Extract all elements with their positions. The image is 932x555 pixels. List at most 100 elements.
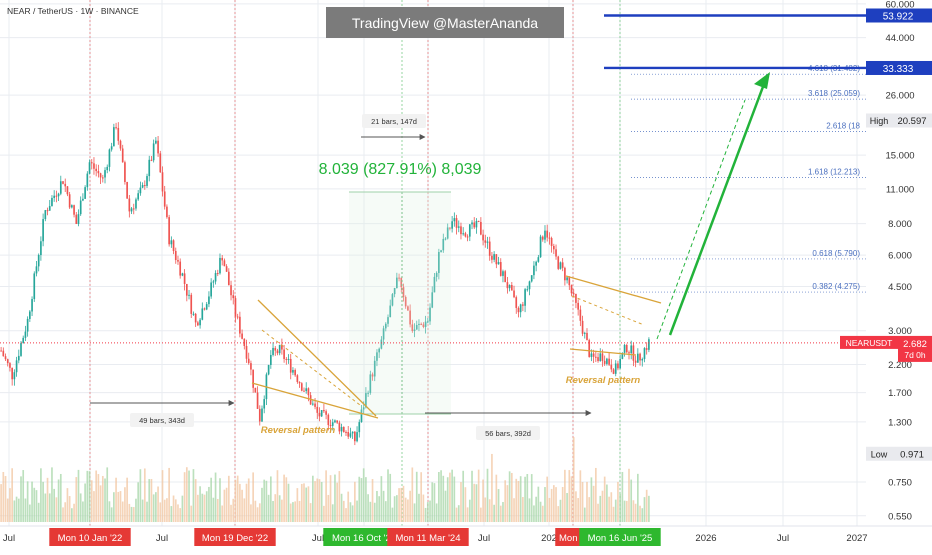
time-label: Jul (777, 533, 789, 544)
time-highlight (323, 528, 405, 546)
volume-bar (632, 500, 635, 522)
candle-body (453, 218, 456, 222)
candle-body (146, 176, 148, 186)
candle-body (166, 206, 168, 218)
candle-body (148, 159, 151, 177)
candle-body (577, 302, 579, 310)
time-label: Mon 16 Oct '23 (332, 533, 396, 544)
candle-body (471, 222, 473, 225)
candle-body (515, 297, 518, 308)
candle-body (426, 321, 429, 323)
price-badge-text: 53.922 (883, 12, 914, 23)
candle-body (254, 387, 257, 393)
candle-body (336, 420, 338, 423)
candle-body (185, 283, 188, 296)
volume-bar (581, 481, 584, 522)
candle-body (599, 353, 602, 362)
candle-body (159, 153, 162, 173)
candle-body (491, 255, 493, 260)
volume-bar (124, 487, 126, 522)
candle-body (572, 293, 575, 295)
volume-bar (318, 479, 321, 522)
volume-bar (433, 483, 436, 522)
candle-body (557, 256, 560, 269)
candle-body (544, 230, 546, 240)
volume-bar (183, 472, 186, 522)
volume-bar (22, 470, 25, 522)
volume-bar (29, 504, 31, 522)
volume-bar (544, 487, 546, 522)
volume-bar (6, 498, 9, 522)
symbol-title: NEAR / TetherUS · 1W · BINANCE (7, 6, 139, 16)
price-tick: 11.000 (886, 184, 914, 195)
volume-bar (460, 482, 462, 522)
candle-body (312, 403, 314, 405)
fib-labels: 4.618 (31.482)3.618 (25.059)2.618 (181.6… (808, 64, 861, 291)
volume-bar (53, 488, 56, 522)
volume-bar (617, 481, 619, 522)
candle-body (152, 143, 155, 161)
volume-bar (298, 500, 301, 522)
volume-bar (141, 499, 144, 522)
candle-body (517, 307, 520, 313)
candle-body (161, 172, 164, 192)
candle-body (110, 146, 113, 150)
candle-body (2, 350, 5, 357)
candle-body (121, 148, 124, 163)
volume-bar (499, 505, 502, 522)
volume-bar (55, 497, 58, 522)
candle-body (71, 205, 73, 208)
candle-body (484, 240, 487, 243)
volume-bar (263, 479, 266, 522)
candles (0, 122, 650, 446)
volume-bar (623, 500, 626, 522)
candle-body (495, 254, 498, 265)
volume-bar (438, 471, 440, 522)
candle-body (449, 227, 451, 229)
candle-body (190, 294, 193, 314)
volume-bar (614, 499, 617, 522)
volume-bar (340, 493, 343, 522)
volume-bar (227, 475, 230, 522)
candle-body (398, 277, 400, 279)
volume-bar (380, 476, 383, 522)
volume-bar (320, 481, 323, 522)
volume-bar (442, 475, 445, 522)
candle-body (614, 363, 617, 374)
volume-bar (502, 502, 504, 522)
candle-body (601, 353, 604, 361)
volume-bar (331, 504, 334, 522)
volume-bar (9, 488, 11, 522)
candle-body (113, 127, 115, 147)
price-tick: 4.500 (888, 282, 912, 293)
candle-body (42, 219, 44, 242)
candle-body (307, 388, 310, 396)
measure-box (349, 192, 451, 414)
volume-bar (68, 496, 71, 522)
volume-bar (309, 503, 312, 522)
volume-bar (422, 494, 425, 522)
candle-body (17, 355, 20, 361)
candle-body (188, 294, 190, 296)
volume-bar (396, 495, 398, 522)
volume-bar (73, 503, 75, 522)
price-axis[interactable]: 60.000 44.000 26.000 15.000 11.000 8.000 6.000… (866, 0, 932, 522)
time-axis[interactable]: Jul Mon 10 Jan '22 Jul Mon 19 Dec '22 Jul Mon… (0, 525, 932, 550)
candle-body (623, 344, 626, 353)
volume-bar (606, 484, 608, 522)
volume-bar (429, 500, 431, 522)
time-label: Mon C (559, 533, 587, 544)
candle-body (530, 275, 533, 282)
volume-bar (473, 483, 476, 522)
candle-body (183, 273, 186, 284)
volume-bar (579, 470, 582, 522)
volume-bar (146, 501, 148, 522)
volume-bar (101, 475, 104, 522)
time-label: Jul (156, 533, 168, 544)
volume-bar (292, 502, 294, 522)
candle-body (526, 289, 529, 291)
volume-bar (121, 501, 124, 522)
volume-bar (630, 479, 633, 522)
candle-body (274, 347, 277, 351)
